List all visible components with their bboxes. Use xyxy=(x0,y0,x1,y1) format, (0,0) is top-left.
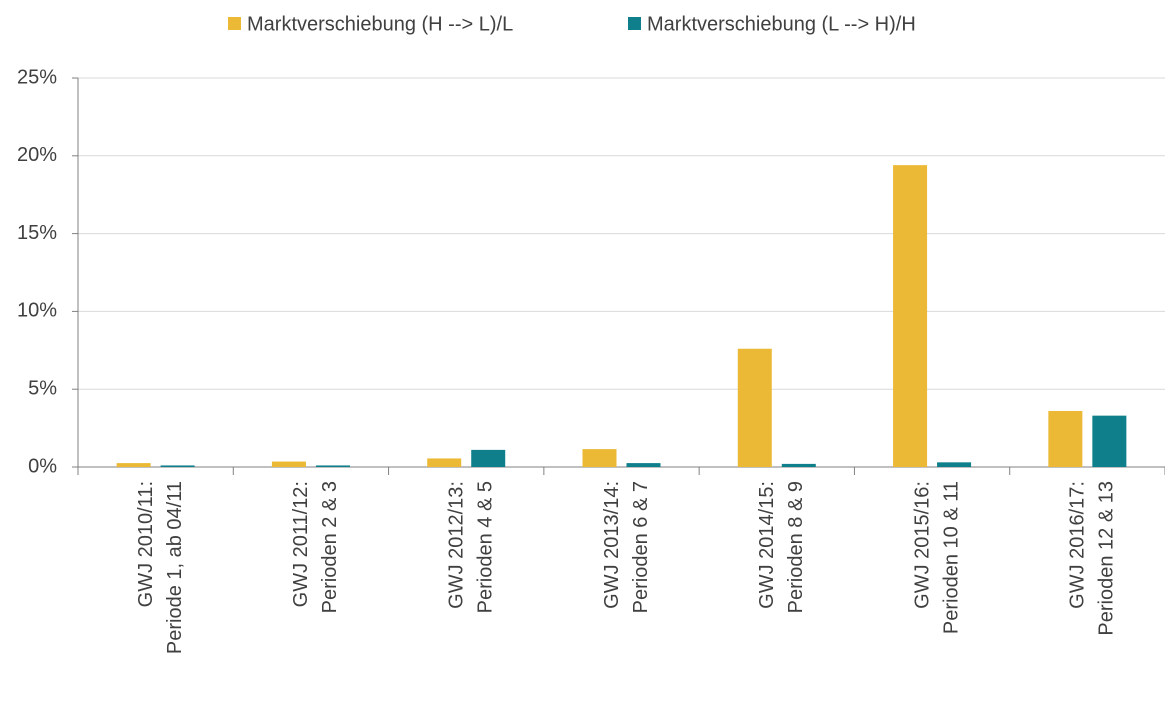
y-tick-label: 10% xyxy=(17,300,57,322)
y-tick-label: 15% xyxy=(17,222,57,244)
bar xyxy=(116,463,151,467)
y-tick-label: 20% xyxy=(17,144,57,166)
bar xyxy=(626,463,661,467)
x-tick-label: Perioden 10 & 11 xyxy=(940,481,962,634)
x-tick-label: GWJ 2016/17: xyxy=(1067,481,1089,609)
bar xyxy=(582,449,617,467)
legend-swatch xyxy=(628,17,641,30)
bar xyxy=(937,462,972,467)
bar xyxy=(471,449,506,467)
x-tick-label: GWJ 2011/12: xyxy=(290,481,312,607)
x-tick-label: Perioden 8 & 9 xyxy=(785,481,807,613)
legend-label: Marktverschiebung (H --> L)/L xyxy=(247,13,513,35)
x-tick-label: GWJ 2010/11: xyxy=(135,481,157,607)
bar xyxy=(737,348,772,467)
x-tick-label: Perioden 12 & 13 xyxy=(1096,481,1118,636)
x-tick-label: Periode 1, ab 04/11 xyxy=(164,481,186,654)
legend-swatch xyxy=(228,17,241,30)
bar xyxy=(781,463,816,467)
bar xyxy=(1092,415,1127,467)
y-tick-label: 25% xyxy=(17,66,57,88)
bar xyxy=(893,165,928,468)
x-tick-label: GWJ 2013/14: xyxy=(601,481,623,609)
bar xyxy=(315,465,350,467)
bar xyxy=(160,465,195,467)
x-tick-label: Perioden 2 & 3 xyxy=(319,481,341,613)
x-tick-label: GWJ 2012/13: xyxy=(445,481,467,609)
legend-label: Marktverschiebung (L --> H)/H xyxy=(647,13,916,35)
y-tick-label: 0% xyxy=(28,455,57,477)
bar xyxy=(427,458,462,467)
bar xyxy=(271,461,306,467)
x-tick-label: Perioden 4 & 5 xyxy=(474,481,496,613)
bar xyxy=(1048,410,1083,467)
x-tick-label: GWJ 2014/15: xyxy=(756,481,778,609)
y-tick-label: 5% xyxy=(28,377,57,399)
x-tick-label: GWJ 2015/16: xyxy=(911,481,933,609)
x-tick-label: Perioden 6 & 7 xyxy=(630,481,652,613)
